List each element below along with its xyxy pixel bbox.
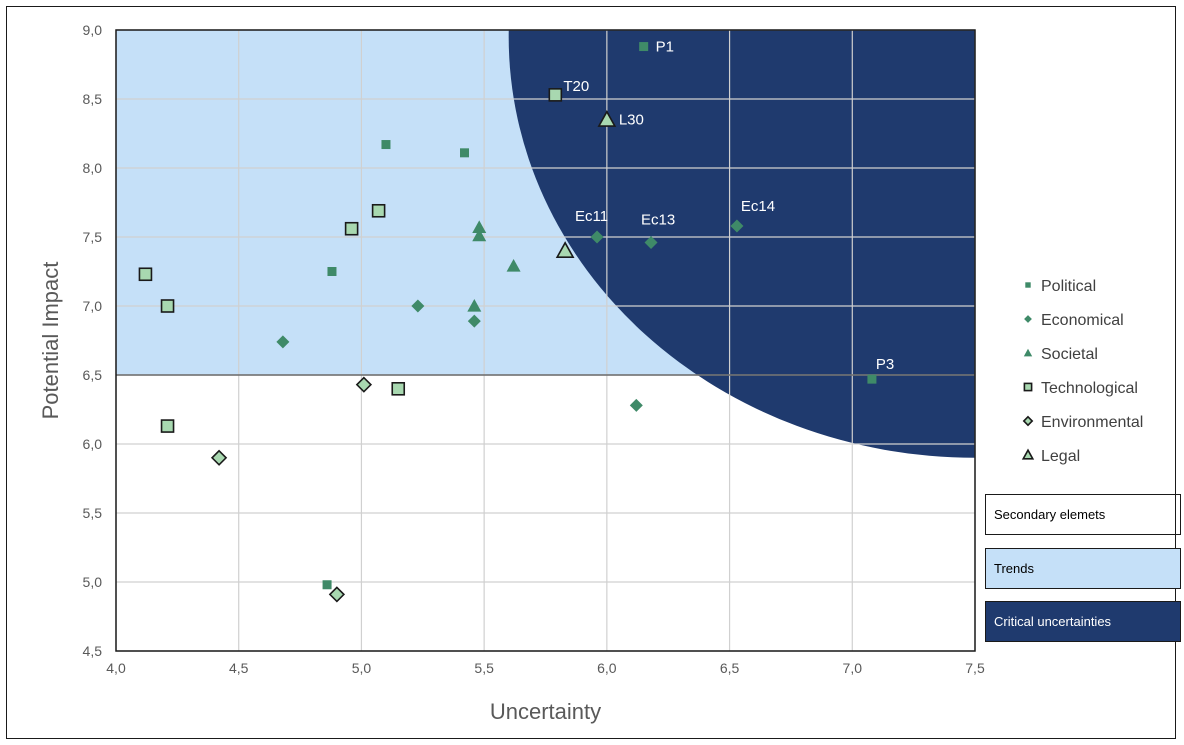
- legend-label-political: Political: [1041, 278, 1096, 295]
- legend-marker-economical: [1024, 315, 1032, 323]
- point-label: T20: [563, 78, 589, 95]
- data-point-technological: [160, 419, 175, 433]
- data-point-environmental: [355, 376, 373, 393]
- data-point-economical: [730, 219, 744, 233]
- legend-marker-environmental: [1022, 415, 1034, 427]
- data-point-societal: [506, 258, 521, 272]
- zones-layer: [116, 30, 975, 458]
- y-axis-title: Potential Impact: [38, 262, 63, 420]
- x-axis-title: Uncertainty: [490, 699, 601, 724]
- data-point-economical: [467, 314, 481, 328]
- data-point-legal: [555, 241, 575, 259]
- legend-zone-secondary-label: Secondary elemets: [994, 507, 1106, 522]
- y-tick-label: 7,0: [83, 298, 103, 314]
- data-point-political: [460, 148, 470, 158]
- legend-label-environmental: Environmental: [1041, 414, 1143, 431]
- plot-border: [115, 29, 976, 652]
- x-tick-label: 5,5: [474, 660, 494, 676]
- legend-marker-societal: [1023, 348, 1033, 357]
- data-point-societal: [472, 228, 487, 242]
- data-point-technological: [160, 299, 175, 313]
- legend-label-legal: Legal: [1041, 448, 1080, 465]
- point-label: L30: [619, 112, 644, 129]
- x-tick-label: 6,5: [720, 660, 740, 676]
- data-point-technological: [371, 203, 386, 218]
- legend-marker-political: [1025, 282, 1031, 288]
- point-labels-layer: P1 P3 Ec11 Ec13 Ec14 T20 L30: [563, 39, 894, 374]
- axes-layer: 4,0 4,5 5,0 5,5 6,0 6,5 7,0 7,54,55,05,56,06,57…: [83, 22, 985, 676]
- data-point-political: [322, 580, 332, 590]
- y-tick-label: 6,0: [83, 436, 103, 452]
- data-point-technological: [344, 221, 359, 236]
- data-point-technological: [138, 267, 153, 282]
- legend-zone-critical-label: Critical uncertainties: [994, 614, 1112, 629]
- chart-frame: [6, 6, 1176, 739]
- x-tick-label: 6,0: [597, 660, 617, 676]
- data-point-political: [381, 140, 391, 150]
- data-point-economical: [644, 236, 658, 250]
- data-point-political: [639, 42, 649, 52]
- x-tick-label: 4,0: [106, 660, 126, 676]
- legend-zone-trends: Trends: [985, 548, 1181, 589]
- y-tick-label: 5,5: [83, 505, 103, 521]
- data-point-environmental: [328, 586, 346, 603]
- data-point-economical: [629, 398, 643, 412]
- data-point-societal: [472, 220, 487, 233]
- legend-zone-critical: Critical uncertainties: [985, 601, 1181, 642]
- legend-marker-legal: [1021, 448, 1035, 460]
- data-point-economical: [411, 299, 425, 313]
- data-point-legal: [597, 110, 617, 127]
- x-tick-label: 4,5: [229, 660, 249, 676]
- y-tick-label: 8,0: [83, 160, 103, 176]
- legend-label-technological: Technological: [1041, 380, 1138, 397]
- y-tick-label: 4,5: [83, 643, 103, 659]
- data-point-environmental: [210, 449, 228, 466]
- legend-label-economical: Economical: [1041, 312, 1124, 329]
- point-label: P1: [656, 39, 674, 56]
- legend: Political Economical Societal Technological…: [1021, 278, 1143, 465]
- data-point-political: [867, 374, 877, 384]
- data-point-societal: [467, 299, 482, 312]
- data-point-technological: [391, 381, 406, 396]
- legend-marker-technological: [1023, 382, 1033, 392]
- points-layer: [138, 42, 877, 603]
- point-label: Ec14: [741, 198, 775, 215]
- data-point-economical: [590, 230, 604, 244]
- y-tick-label: 9,0: [83, 22, 103, 38]
- critical-zone: [508, 30, 975, 458]
- legend-zone-trends-label: Trends: [994, 561, 1034, 576]
- x-tick-label: 7,0: [843, 660, 863, 676]
- point-label: Ec13: [641, 212, 675, 229]
- point-label: P3: [876, 356, 894, 373]
- y-tick-label: 6,5: [83, 367, 103, 383]
- point-label: Ec11: [575, 208, 608, 225]
- x-tick-label: 7,5: [965, 660, 985, 676]
- x-tick-label: 5,0: [352, 660, 372, 676]
- y-tick-label: 7,5: [83, 229, 103, 245]
- legend-zone-secondary: Secondary elemets: [985, 494, 1181, 535]
- data-point-economical: [276, 335, 290, 349]
- y-tick-label: 8,5: [83, 91, 103, 107]
- data-point-technological: [548, 88, 563, 102]
- legend-label-societal: Societal: [1041, 346, 1098, 363]
- data-point-political: [327, 267, 337, 276]
- y-tick-label: 5,0: [83, 574, 103, 590]
